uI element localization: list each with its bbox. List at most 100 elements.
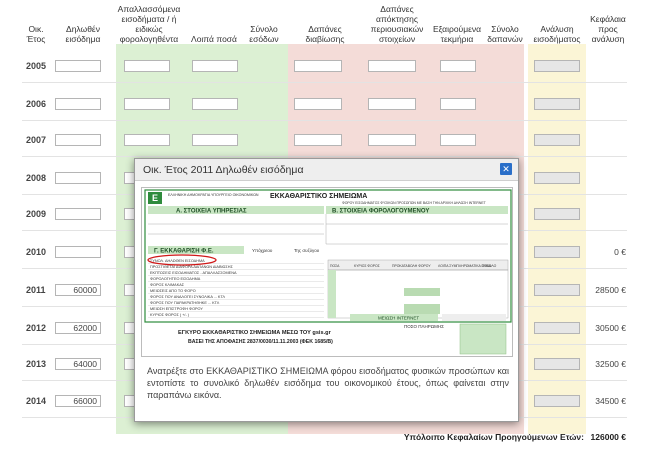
declared-income-input[interactable]: 66000 xyxy=(55,395,101,407)
amount-input[interactable] xyxy=(440,98,476,110)
amount-input[interactable] xyxy=(440,60,476,72)
amount-input[interactable] xyxy=(294,60,342,72)
row-year: 2006 xyxy=(26,99,47,109)
row-separator xyxy=(22,156,627,157)
previous-capital-label: Υπόλοιπο Κεφαλαίων Προηγούμενων Ετών: xyxy=(403,432,584,442)
row-year: 2008 xyxy=(26,173,47,183)
declared-income-input[interactable] xyxy=(55,246,101,258)
amount-input[interactable] xyxy=(192,98,238,110)
capital-value: 30500 € xyxy=(595,323,626,333)
declared-income-input[interactable] xyxy=(55,98,101,110)
income-analysis-field xyxy=(534,60,580,72)
row-separator xyxy=(22,120,627,121)
form-table-col-header: ΛΟΙΠΑ ΣΥΜΠΛΗΡΩΜΑΤΙΚΑ ΠΟΣΑ xyxy=(438,264,492,268)
header-total-expenses: Σύνολο δαπανών xyxy=(487,24,523,44)
row-year: 2007 xyxy=(26,135,47,145)
amount-input[interactable] xyxy=(294,134,342,146)
income-analysis-field xyxy=(534,246,580,258)
header-asset-expenses: Δαπάνες απόκτησης περιουσιακών στοιχείων xyxy=(370,4,424,44)
header-living-expenses: Δαπάνες διαβίωσης xyxy=(305,24,345,44)
income-analysis-field xyxy=(534,98,580,110)
header-exempt-income: Απαλλασσόμενα εισοδήματα / ή ειδικώς φορ… xyxy=(117,4,181,44)
amount-input[interactable] xyxy=(124,98,170,110)
declared-income-input[interactable]: 62000 xyxy=(55,322,101,334)
svg-text:Ε: Ε xyxy=(152,193,158,203)
form-line-label: ΕΚΠΤΩΣΕΙΣ ΕΙΣΟΔΗΜΑΤΟΣ - ΑΠΑΛΛΑΣΣΟΜΕΝΑ xyxy=(150,271,237,275)
row-year: 2013 xyxy=(26,359,47,369)
form-col-spouse: Της συζύγου xyxy=(294,247,320,253)
amount-input[interactable] xyxy=(294,98,342,110)
form-logo xyxy=(148,192,162,204)
header-income-analysis: Ανάλυση εισοδήματος xyxy=(533,24,581,44)
row-year: 2011 xyxy=(26,285,46,295)
header-year: Οικ. Έτος xyxy=(26,24,46,44)
form-line-label: ΠΡΟΣΤΙΘΕΤΑΙ ΔΙΑΦΟΡΑ ΔΑΠΑΝΩΝ ΔΙΑΒΙΩΣΗΣ xyxy=(150,265,233,269)
amount-input[interactable] xyxy=(124,134,170,146)
row-year: 2012 xyxy=(26,323,47,333)
form-table-col-header: ΠΟΣΑ xyxy=(330,264,340,268)
header-capital-analysis: Κεφάλαια προς ανάλυση xyxy=(590,14,626,44)
declared-income-input[interactable]: 60000 xyxy=(55,284,101,296)
modal-description: Ανατρέξτε στο ΕΚΚΑΘΑΡΙΣΤΙΚΟ ΣΗΜΕΙΩΜΑ φόρ… xyxy=(147,366,509,400)
header-total-income: Σύνολο εσόδων xyxy=(249,24,279,44)
form-ministry: ΕΛΛΗΝΙΚΗ ΔΗΜΟΚΡΑΤΙΑ ΥΠΟΥΡΓΕΙΟ ΟΙΚΟΝΟΜΙΚΩ… xyxy=(168,193,259,197)
capital-value: 32500 € xyxy=(595,359,626,369)
amount-input[interactable] xyxy=(124,60,170,72)
form-section-c: Γ. ΕΚΚΑΘΑΡΙΣΗ Φ.Ε. xyxy=(154,249,214,255)
form-lines: ΣΥΝΟΛ. ΔΗΛΩΘΕΝ ΕΙΣΟΔΗΜΑ ΠΡΟΣΤΙΘΕΤΑΙ ΔΙΑΦΟ… xyxy=(148,259,324,318)
form-line-label: ΜΕΙΩΣΗ ΕΠΙΣΤΡΟΦΗ ΦΟΡΟΥ xyxy=(150,307,203,311)
form-col-taxpayer: Υπόχρεου xyxy=(252,247,273,253)
amount-input[interactable] xyxy=(368,98,416,110)
row-year: 2010 xyxy=(26,247,47,257)
previous-capital-value: 126000 € xyxy=(590,432,626,442)
amount-input[interactable] xyxy=(192,60,238,72)
form-table-cols: ΠΟΣΑ ΚΥΡΙΟΣ ΦΟΡΟΣ ΠΡΟΚΑΤΑΒΟΛΗ ΦΟΡΟΥ ΛΟΙΠΑ Σ… xyxy=(330,264,497,268)
amount-input[interactable] xyxy=(368,134,416,146)
row-year: 2005 xyxy=(26,61,47,71)
tax-form-modal: Οικ. Έτος 2011 Δηλωθέν εισόδημα ✕ Ε ΕΛΛΗ… xyxy=(134,158,519,422)
capital-value: 34500 € xyxy=(595,396,626,406)
form-line-label: ΣΥΝΟΛ. ΔΗΛΩΘΕΝ ΕΙΣΟΔΗΜΑ xyxy=(150,259,205,263)
declared-income-input[interactable] xyxy=(55,60,101,72)
form-payable-amount: ΠΟΣΟ ΠΛΗΡΩΜΗΣ xyxy=(404,324,444,329)
row-separator xyxy=(22,82,627,83)
form-footer-line1: ΕΓΚΥΡΟ ΕΚΚΑΘΑΡΙΣΤΙΚΟ ΣΗΜΕΙΩΜΑ ΜΕΣΩ ΤΟΥ g… xyxy=(178,330,332,336)
tax-form-illustration: Ε ΕΛΛΗΝΙΚΗ ΔΗΜΟΚΡΑΤΙΑ ΥΠΟΥΡΓΕΙΟ ΟΙΚΟΝΟΜΙ… xyxy=(142,188,512,356)
capital-value: 28500 € xyxy=(595,285,626,295)
declared-income-input[interactable]: 64000 xyxy=(55,358,101,370)
income-analysis-field xyxy=(534,208,580,220)
income-analysis-field xyxy=(534,172,580,184)
header-exempt-evidence: Εξαιρούμενα τεκμήρια xyxy=(432,24,482,44)
modal-title: Οικ. Έτος 2011 Δηλωθέν εισόδημα xyxy=(135,159,518,181)
form-line-label: ΦΟΡΟΣ ΠΟΥ ΠΑΡΑΚΡΑΤΗΘΗΚΕ ... ΚΤΛ xyxy=(150,301,220,305)
income-analysis-field xyxy=(534,395,580,407)
header-declared-income: Δηλωθέν εισόδημα xyxy=(65,24,101,44)
form-heading: ΕΚΚΑΘΑΡΙΣΤΙΚΟ ΣΗΜΕΙΩΜΑ xyxy=(270,193,367,200)
amount-input[interactable] xyxy=(440,134,476,146)
declared-income-input[interactable] xyxy=(55,172,101,184)
tax-clearance-form: Ε ΕΛΛΗΝΙΚΗ ΔΗΜΟΚΡΑΤΙΑ ΥΠΟΥΡΓΕΙΟ ΟΙΚΟΝΟΜΙ… xyxy=(141,187,513,357)
form-subheading: ΦΟΡΟΥ ΕΙΣΟΔΗΜΑΤΟΣ ΦΥΣΙΚΩΝ ΠΡΟΣΩΠΩΝ ΜΕ ΒΑ… xyxy=(342,201,486,205)
capital-value: 0 € xyxy=(614,247,626,257)
form-table-col-header: ΠΡΟΚΑΤΑΒΟΛΗ ΦΟΡΟΥ xyxy=(392,264,431,268)
form-line-label: ΜΕΙΩΣΕΙΣ ΑΠΟ ΤΟ ΦΟΡΟ xyxy=(150,289,196,293)
form-line-label: ΦΟΡΟΣ ΚΛΙΜΑΚΑΣ xyxy=(150,283,185,287)
form-line-label: ΚΥΡΙΟΣ ΦΟΡΟΣ ( +/- ) xyxy=(150,313,190,317)
form-reduction-internet: ΜΕΙΩΣΗ INTERNET xyxy=(378,316,419,321)
income-analysis-field xyxy=(534,358,580,370)
income-analysis-field xyxy=(534,134,580,146)
highlight-circle xyxy=(147,254,217,266)
form-section-a: Α. ΣΤΟΙΧΕΙΑ ΥΠΗΡΕΣΙΑΣ xyxy=(176,209,247,215)
amount-input[interactable] xyxy=(192,134,238,146)
declared-income-input[interactable] xyxy=(55,134,101,146)
row-year: 2009 xyxy=(26,209,47,219)
amount-input[interactable] xyxy=(368,60,416,72)
header-other-amounts: Λοιπά ποσά xyxy=(191,34,237,44)
income-analysis-field xyxy=(534,284,580,296)
form-section-b: Β. ΣΤΟΙΧΕΙΑ ΦΟΡΟΛΟΓΟΥΜΕΝΟΥ xyxy=(332,209,429,215)
form-line-label: ΦΟΡΟΛΟΓΗΤΕΟ ΕΙΣΟΔΗΜΑ xyxy=(150,277,201,281)
close-icon[interactable]: ✕ xyxy=(500,163,512,175)
form-line-label: ΦΟΡΟΣ ΠΟΥ ΑΝΑΛΟΓΕΙ ΣΥΝΟΛΙΚΑ ... ΚΤΛ xyxy=(150,295,225,299)
income-analysis-field xyxy=(534,322,580,334)
declared-income-input[interactable] xyxy=(55,208,101,220)
